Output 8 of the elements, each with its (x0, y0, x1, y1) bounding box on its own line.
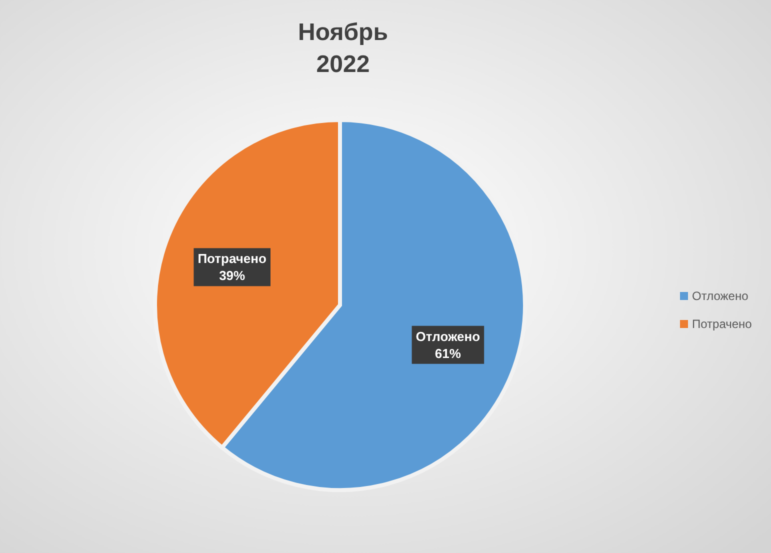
chart-title: Ноябрь (298, 19, 388, 46)
data-label: 39% (219, 268, 246, 284)
category-label: Отложено (692, 289, 748, 303)
slice-label: Потрачено (198, 251, 267, 266)
slice-label: Отложено (416, 328, 480, 344)
data-label: 61% (434, 346, 462, 361)
chart-subtitle: 2022 (316, 51, 370, 78)
legend-label: Потрачено (692, 317, 752, 331)
